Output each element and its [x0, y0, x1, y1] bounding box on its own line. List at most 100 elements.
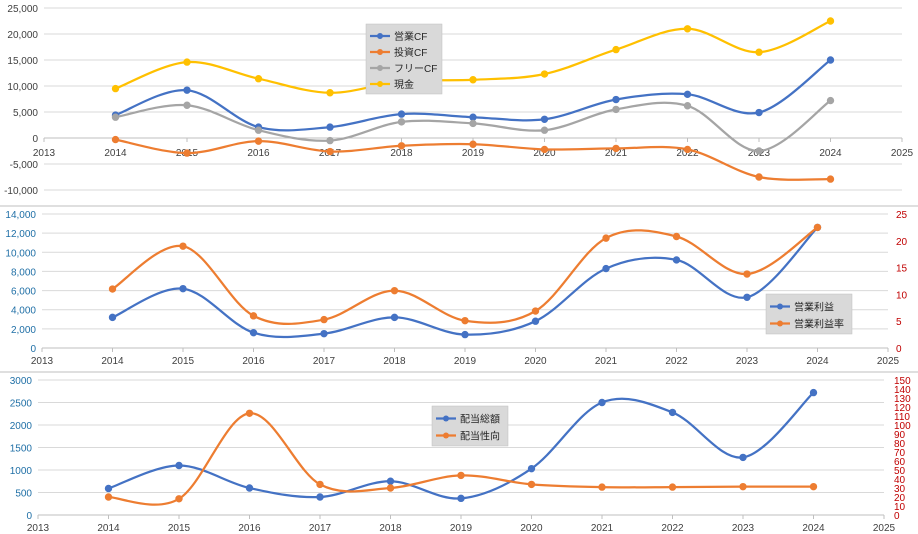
legend-label: 営業利益率: [794, 318, 844, 331]
y-tick-label: 0: [30, 344, 36, 355]
data-point: [540, 126, 549, 134]
data-point: [598, 398, 606, 407]
data-point: [254, 126, 263, 134]
data-point: [527, 480, 536, 489]
y-tick-label: 1000: [10, 466, 33, 477]
y2-tick-label: 30: [894, 484, 906, 495]
data-point: [612, 45, 620, 54]
legend: 営業CF 投資CF フリーCF 現金: [365, 23, 443, 95]
data-point: [108, 313, 117, 322]
data-point: [743, 293, 751, 301]
x-tick-label: 2023: [736, 356, 759, 367]
y2-tick-label: 5: [896, 317, 902, 328]
chart-panel-2: 0 2,000 4,000 6,000 8,000 10,000 12,000 14,000 0…: [0, 205, 918, 367]
data-point: [739, 482, 747, 491]
data-point: [602, 234, 610, 242]
data-point: [254, 137, 263, 145]
y2-tick-label: 140: [894, 385, 911, 396]
x-tick-label: 2022: [676, 148, 699, 159]
data-point: [457, 494, 465, 503]
y2-tick-label: 50: [894, 466, 906, 477]
chart-panel-1: -10,000 -5,000 0 5,000 10,000 15,000 20,000 25,…: [4, 4, 913, 197]
y2-tick-label: 120: [894, 403, 911, 414]
y2-tick-label: 0: [894, 511, 900, 522]
x-tick-label: 2020: [520, 523, 543, 534]
data-point: [612, 144, 620, 153]
y2-tick-label: 100: [894, 421, 911, 432]
x-tick-label: 2014: [97, 523, 120, 534]
data-point: [598, 483, 606, 491]
data-point: [249, 312, 258, 320]
y-tick-label: 8,000: [11, 267, 36, 278]
x-tick-label: 2021: [591, 523, 614, 534]
data-point: [469, 113, 477, 121]
y2-tick-label: 10: [896, 290, 908, 301]
data-point: [540, 145, 549, 154]
data-point: [739, 453, 747, 462]
data-point: [390, 313, 399, 322]
data-point: [826, 17, 835, 25]
data-point: [457, 471, 465, 480]
y-tick-label: -10,000: [4, 186, 38, 197]
y-tick-label: 5,000: [13, 108, 38, 119]
series-line-1: [108, 391, 815, 500]
x-tick-label: 2022: [661, 523, 684, 534]
data-point: [386, 484, 395, 492]
data-point: [612, 95, 620, 104]
data-point: [683, 102, 692, 110]
data-point: [809, 482, 818, 491]
legend-label: 営業利益: [794, 301, 834, 314]
x-tick-label: 2025: [891, 148, 914, 159]
x-tick-label: 2017: [309, 523, 332, 534]
x-tick-label: 2013: [31, 356, 54, 367]
data-point: [826, 175, 835, 183]
x-tick-label: 2014: [104, 148, 127, 159]
series-line-1: [112, 226, 819, 339]
y2-tick-label: 110: [894, 412, 910, 423]
data-point: [183, 149, 191, 157]
x-tick-label: 2016: [242, 356, 265, 367]
y2-tick-label: 90: [894, 430, 906, 441]
y-tick-label: 2500: [10, 399, 33, 410]
legend-label: フリーCF: [394, 64, 437, 75]
data-point: [672, 232, 681, 241]
x-tick-label: 2016: [247, 148, 270, 159]
legend-label: 現金: [394, 78, 414, 91]
data-point: [755, 147, 763, 155]
legend-box: [765, 293, 853, 335]
y2-tick-label: 150: [894, 376, 911, 387]
data-point: [390, 286, 399, 295]
y-tick-label: 10,000: [7, 82, 38, 93]
data-point: [527, 464, 536, 473]
x-tick-label: 2016: [238, 523, 261, 534]
y-tick-label: 4,000: [11, 306, 36, 317]
data-point: [175, 495, 183, 503]
data-point: [104, 484, 113, 493]
data-point: [397, 142, 406, 150]
y2-tick-label: 40: [894, 475, 906, 486]
data-point: [111, 84, 120, 93]
x-tick-label: 2024: [819, 148, 842, 159]
data-point: [179, 284, 187, 293]
x-tick-label: 2013: [27, 523, 50, 534]
data-point: [183, 101, 191, 109]
y-tick-label: 2,000: [11, 325, 36, 336]
y-tick-label: -5,000: [10, 160, 39, 171]
y2-tick-label: 10: [894, 502, 906, 513]
x-tick-label: 2024: [802, 523, 825, 534]
legend-label: 配当総額: [460, 413, 500, 426]
data-point: [540, 70, 549, 78]
x-tick-label: 2014: [101, 356, 124, 367]
data-point: [245, 484, 254, 492]
data-point: [326, 123, 334, 131]
data-point: [826, 56, 835, 64]
chart-panel-3: 0500100015002000250030000102030405060708…: [0, 371, 918, 534]
legend-swatch-marker: [377, 49, 383, 55]
x-tick-label: 2020: [533, 148, 556, 159]
y-tick-label: 14,000: [5, 210, 36, 221]
x-tick-label: 2025: [873, 523, 896, 534]
y2-tick-label: 20: [894, 493, 906, 504]
legend-swatch-marker: [443, 432, 449, 439]
data-point: [531, 317, 540, 325]
